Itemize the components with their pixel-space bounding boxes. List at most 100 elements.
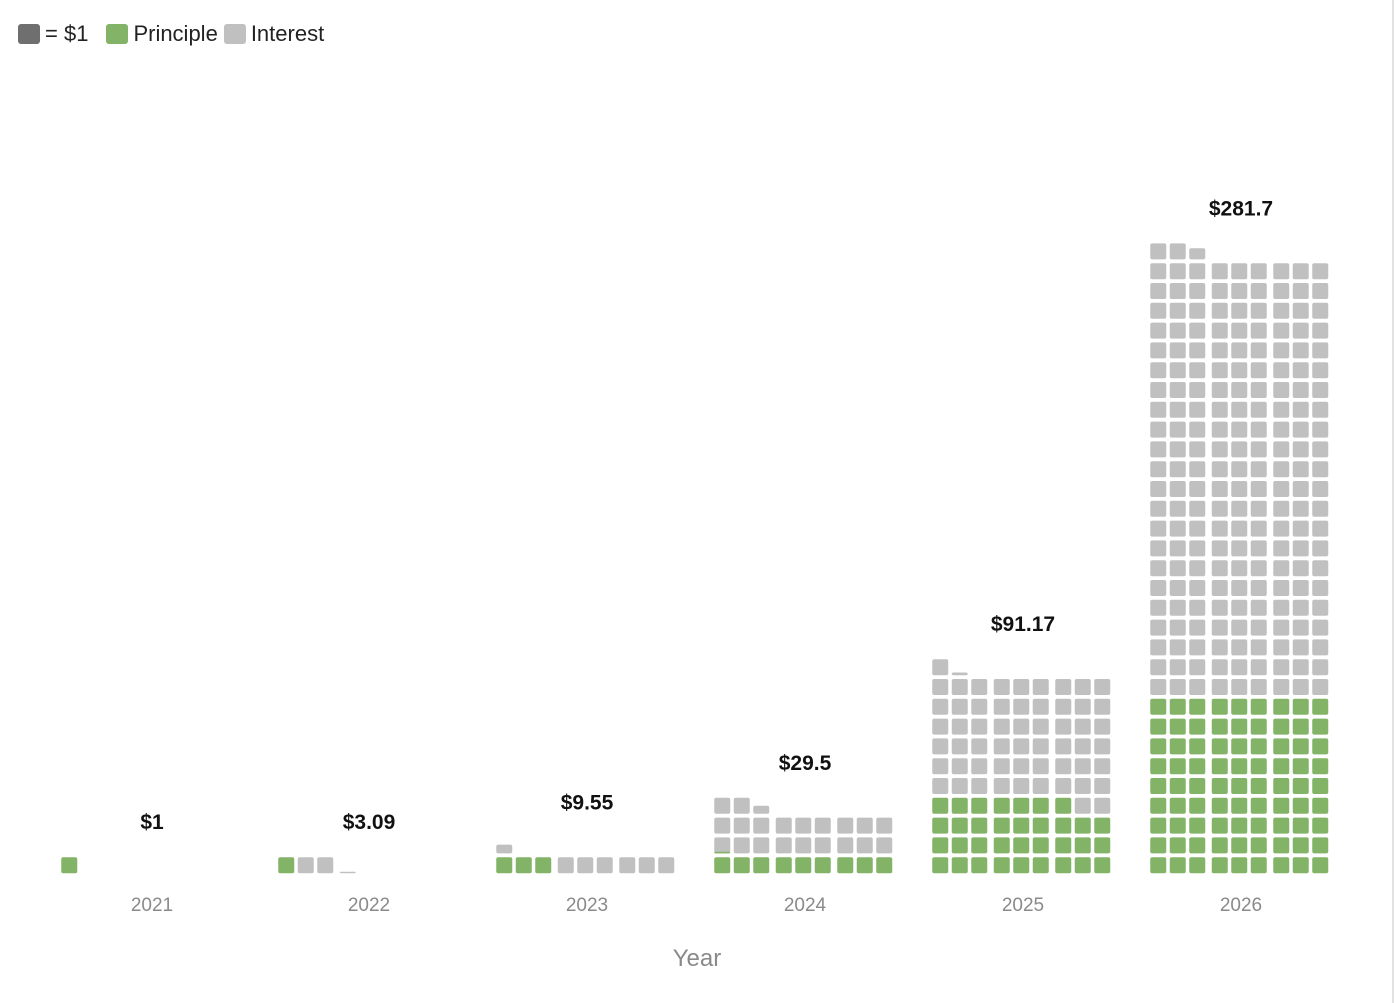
interest-unit xyxy=(1150,382,1167,398)
principle-unit xyxy=(1094,837,1111,854)
interest-unit xyxy=(876,817,893,834)
principle-unit xyxy=(1250,758,1267,775)
x-tick-label-2026: 2026 xyxy=(1220,895,1262,916)
interest-unit xyxy=(1312,560,1329,577)
interest-unit xyxy=(1150,481,1167,497)
interest-unit xyxy=(1273,421,1290,438)
interest-unit xyxy=(1189,461,1206,478)
principle-unit xyxy=(1231,698,1248,715)
principle-unit xyxy=(932,817,949,834)
interest-unit xyxy=(1189,283,1206,299)
interest-unit xyxy=(297,857,314,874)
partial-unit xyxy=(1189,248,1206,260)
principle-unit xyxy=(496,857,513,874)
interest-unit xyxy=(1231,619,1248,636)
interest-unit xyxy=(1231,659,1248,676)
interest-unit xyxy=(1211,540,1228,557)
interest-unit xyxy=(714,817,731,834)
principle-unit xyxy=(1273,857,1290,874)
interest-unit xyxy=(1150,599,1167,616)
principle-unit xyxy=(951,837,968,854)
year-group-2024 xyxy=(714,797,893,874)
partial-unit xyxy=(339,871,356,874)
interest-unit xyxy=(1211,461,1228,478)
principle-unit xyxy=(1211,738,1228,755)
interest-unit xyxy=(1189,580,1206,596)
legend-item-principle: Principle xyxy=(106,21,218,47)
interest-unit xyxy=(1273,599,1290,616)
principle-unit xyxy=(753,857,770,874)
interest-unit xyxy=(1231,560,1248,577)
interest-unit xyxy=(993,758,1010,775)
principle-unit xyxy=(1273,718,1290,735)
principle-unit xyxy=(856,857,873,874)
principle-unit xyxy=(535,857,552,874)
principle-unit xyxy=(1292,718,1309,735)
interest-unit xyxy=(1013,718,1030,735)
principle-unit xyxy=(1312,797,1329,814)
interest-unit xyxy=(1189,659,1206,676)
interest-unit xyxy=(1169,382,1186,398)
interest-unit xyxy=(1250,520,1267,537)
principle-unit xyxy=(971,857,988,874)
principle-unit xyxy=(1292,817,1309,834)
principle-unit xyxy=(1231,738,1248,755)
principle-unit xyxy=(1273,698,1290,715)
interest-unit xyxy=(1169,619,1186,636)
interest-unit xyxy=(596,857,613,874)
principle-unit xyxy=(1211,797,1228,814)
principle-unit xyxy=(1055,817,1072,834)
interest-unit xyxy=(1150,342,1167,359)
interest-unit xyxy=(1189,520,1206,537)
interest-unit xyxy=(1013,738,1030,755)
interest-unit xyxy=(993,698,1010,715)
interest-unit xyxy=(1292,322,1309,339)
interest-unit xyxy=(1211,679,1228,695)
interest-unit xyxy=(1312,679,1329,695)
interest-unit xyxy=(1169,461,1186,478)
principle-unit xyxy=(1273,817,1290,834)
principle-unit xyxy=(1032,837,1049,854)
principle-unit xyxy=(1231,797,1248,814)
interest-unit xyxy=(1169,322,1186,339)
interest-unit xyxy=(1032,778,1049,794)
interest-unit xyxy=(1189,599,1206,616)
principle-unit xyxy=(1189,837,1206,854)
principle-unit xyxy=(951,817,968,834)
interest-unit xyxy=(1231,421,1248,438)
principle-unit xyxy=(1231,718,1248,735)
principle-unit xyxy=(1150,778,1167,794)
principle-unit xyxy=(1189,857,1206,874)
principle-unit xyxy=(1150,758,1167,775)
interest-unit xyxy=(1055,778,1072,794)
interest-unit xyxy=(1231,382,1248,398)
interest-unit xyxy=(1273,401,1290,418)
interest-unit xyxy=(971,698,988,715)
interest-unit xyxy=(971,758,988,775)
interest-unit xyxy=(1189,679,1206,695)
principle-unit xyxy=(1312,837,1329,854)
total-label-2023: $9.55 xyxy=(561,791,614,814)
interest-unit xyxy=(1273,679,1290,695)
interest-unit xyxy=(1250,500,1267,517)
interest-unit xyxy=(1189,263,1206,280)
principle-unit xyxy=(1032,797,1049,814)
interest-unit xyxy=(1150,560,1167,577)
interest-unit xyxy=(1211,639,1228,656)
interest-unit xyxy=(1094,718,1111,735)
interest-unit xyxy=(951,738,968,755)
legend-item-unit: = $1 xyxy=(18,21,88,47)
principle-unit xyxy=(278,857,295,874)
interest-unit xyxy=(1250,302,1267,319)
interest-unit xyxy=(1211,263,1228,280)
legend-label-principle: Principle xyxy=(133,21,218,46)
interest-unit xyxy=(1169,243,1186,260)
interest-unit xyxy=(733,837,750,854)
interest-unit xyxy=(1189,560,1206,577)
interest-unit xyxy=(1094,738,1111,755)
interest-unit xyxy=(1250,580,1267,596)
year-group-2023 xyxy=(496,844,675,874)
interest-unit xyxy=(1250,540,1267,557)
principle-unit xyxy=(1055,797,1072,814)
